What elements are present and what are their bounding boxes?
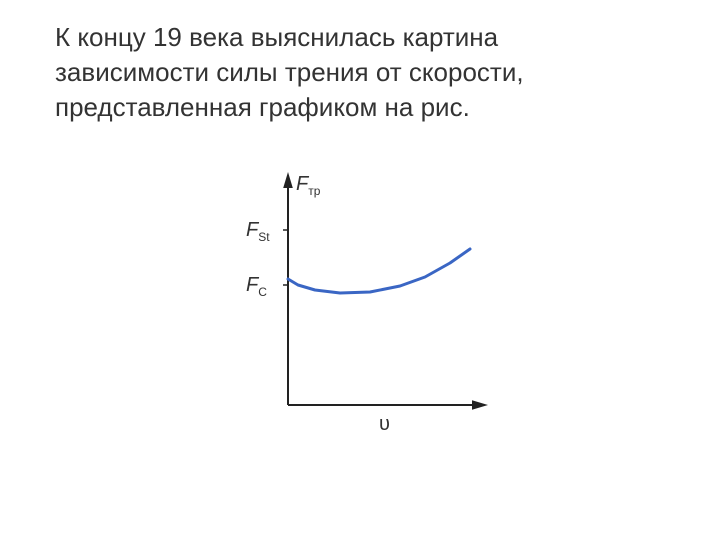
chart-svg: Fтр FSt FC υ (200, 155, 520, 465)
y-arrowhead-icon (283, 172, 293, 188)
y-tick-label-1: FC (246, 274, 267, 299)
friction-vs-velocity-chart: Fтр FSt FC υ (200, 155, 520, 465)
slide-paragraph: К концу 19 века выяснилась картина завис… (55, 20, 655, 125)
x-axis-label: υ (379, 413, 390, 435)
friction-curve (288, 249, 470, 293)
y-tick-label-0: FSt (246, 219, 270, 244)
y-axis-label: Fтр (296, 173, 321, 198)
x-arrowhead-icon (472, 400, 488, 410)
